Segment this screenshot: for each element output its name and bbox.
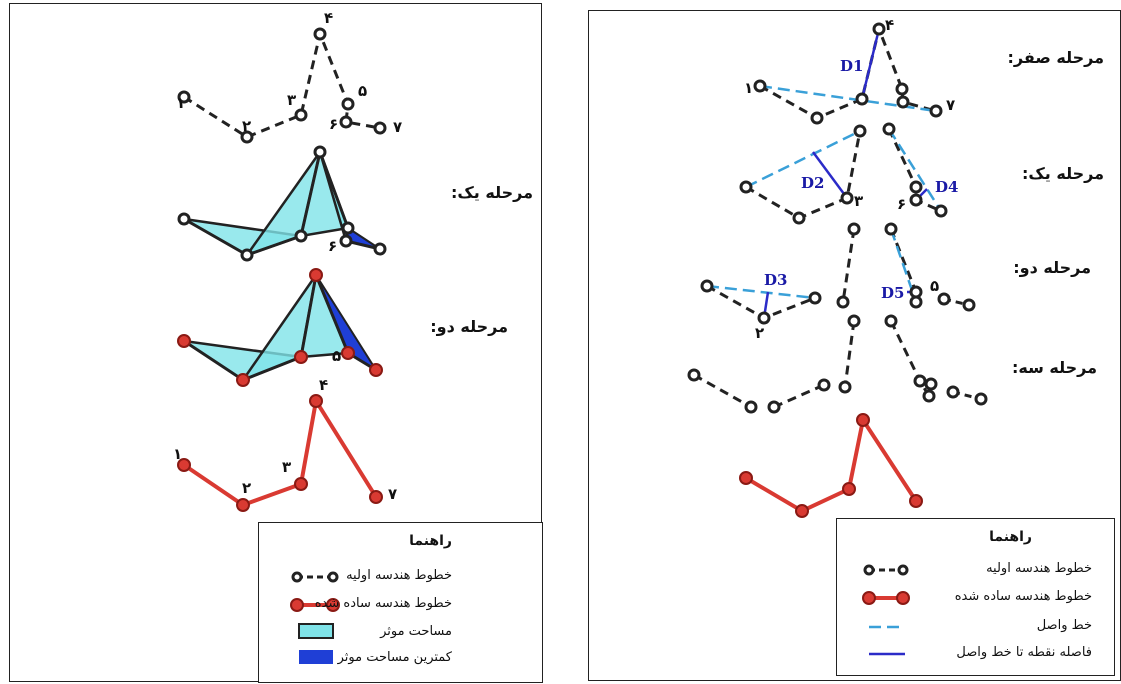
- connector-line-1: [759, 84, 937, 113]
- left-stage3-simplified: ۱ ۲ ۳ ۴ ۷: [173, 376, 397, 512]
- right-legend-symbols: [862, 564, 910, 656]
- left-panel-visvalingam: ۱ ۲ ۳ ۴ ۵ ۶ ۷ ۶: [9, 3, 543, 683]
- left-stage2-label: مرحله دو:: [430, 317, 508, 336]
- legend-effective-area-swatch: [298, 623, 334, 639]
- label-result-1: ۱: [173, 445, 182, 463]
- right-label-point-6: ۶: [897, 195, 906, 213]
- label-point-2: ۲: [242, 117, 251, 135]
- distance-line-d2: [811, 151, 849, 199]
- right-stage2: D3 D5 ۲ ۵: [700, 222, 976, 342]
- left-stage0-polyline: ۱ ۲ ۳ ۴ ۵ ۶ ۷: [176, 9, 402, 144]
- label-result-2: ۲: [242, 479, 251, 497]
- right-legend: راهنما خطوط هندسه اولیه خطوط هندسه ساده …: [836, 518, 1115, 676]
- label-result-3: ۳: [282, 458, 291, 476]
- right-legend-title: راهنما: [989, 529, 1032, 545]
- label-point-7: ۷: [393, 118, 402, 136]
- label-d1: D1: [840, 57, 863, 75]
- right-legend-item-1: خطوط هندسه اولیه: [986, 561, 1092, 576]
- label-point-4: ۴: [324, 9, 333, 27]
- right-panel-douglas-peucker: D1 ۴ ۱ ۷ D2 D4 ۳ ۶: [588, 10, 1121, 681]
- right-stage1-label: مرحله یک:: [1022, 164, 1104, 183]
- distance-line-d1: [860, 28, 881, 100]
- left-legend-item-4: کمترین مساحت موثر: [337, 650, 452, 665]
- right-stage0: D1 ۴ ۱ ۷: [744, 16, 955, 125]
- right-legend-item-2: خطوط هندسه ساده شده: [954, 589, 1092, 604]
- label-d4: D4: [935, 178, 958, 196]
- right-diagram: D1 ۴ ۱ ۷ D2 D4 ۳ ۶: [687, 16, 988, 518]
- label-point-3: ۳: [287, 91, 296, 109]
- right-stage3-label: مرحله سه:: [1011, 358, 1097, 377]
- right-label-point-7: ۷: [946, 96, 955, 114]
- right-label-point-3: ۳: [854, 192, 863, 210]
- connector-line-2: [745, 129, 861, 189]
- left-legend-symbols: [290, 571, 340, 664]
- legend-simplified-line-icon: [862, 591, 910, 605]
- right-stage1: D2 D4 ۳ ۶: [739, 122, 958, 225]
- label-point-5: ۵: [358, 82, 367, 100]
- label-result-7: ۷: [388, 485, 397, 503]
- right-legend-item-3: خط واصل: [1036, 618, 1092, 633]
- right-label-point-5: ۵: [930, 277, 939, 295]
- label-stage2-point-5: ۵: [332, 347, 341, 365]
- label-point-1: ۱: [176, 94, 185, 112]
- left-legend-item-3: مساحت موثر: [380, 624, 452, 639]
- left-stage2-areas: ۵: [177, 268, 383, 387]
- right-legend-item-4: فاصله نقطه تا خط واصل: [956, 645, 1092, 660]
- right-label-point-2: ۲: [755, 324, 764, 342]
- left-stage1-label: مرحله یک:: [451, 183, 533, 202]
- legend-initial-line-icon: [291, 571, 339, 583]
- left-legend-item-1: خطوط هندسه اولیه: [346, 568, 452, 583]
- label-point-6: ۶: [329, 115, 338, 133]
- right-stage2-label: مرحله دو:: [1013, 258, 1091, 277]
- left-diagram: ۱ ۲ ۳ ۴ ۵ ۶ ۷ ۶: [173, 9, 402, 512]
- left-legend-title: راهنما: [409, 533, 452, 549]
- label-d5: D5: [881, 284, 904, 302]
- left-stage1-areas: ۶: [177, 145, 387, 262]
- legend-min-area-swatch: [299, 650, 333, 664]
- left-legend: راهنما خطوط هندسه اولیه خطوط هندسه ساده …: [258, 522, 543, 683]
- legend-initial-line-icon: [863, 564, 909, 576]
- left-legend-item-2: خطوط هندسه ساده شده: [314, 596, 452, 611]
- legend-simplified-line-icon: [290, 598, 340, 612]
- right-label-point-4: ۴: [885, 16, 894, 34]
- right-simplified-result: [739, 413, 923, 518]
- label-stage1-point-6: ۶: [328, 237, 337, 255]
- label-d3: D3: [764, 271, 787, 289]
- connector-line-3: [887, 128, 943, 212]
- right-stage0-label: مرحله صفر:: [1007, 48, 1104, 67]
- right-stage3: [687, 314, 988, 414]
- label-d2: D2: [801, 174, 824, 192]
- connector-line-4: [706, 284, 816, 300]
- right-label-point-1: ۱: [744, 79, 753, 97]
- label-result-4: ۴: [319, 376, 328, 394]
